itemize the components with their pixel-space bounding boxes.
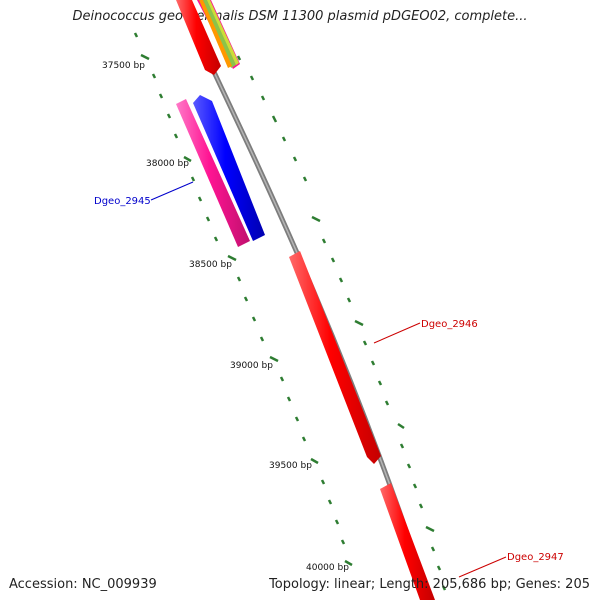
gene-label-dgeo-2947[interactable]: Dgeo_2947: [507, 552, 564, 563]
ruler-tick-39000: 39000 bp: [230, 361, 273, 371]
gene-blue[interactable]: [193, 95, 265, 241]
ruler-labels: 37500 bp 38000 bp 38500 bp 39000 bp 3950…: [102, 61, 349, 573]
ruler-tick-38500: 38500 bp: [189, 260, 232, 270]
gene-top-multicolor-3[interactable]: [199, 0, 232, 68]
ruler-tick-40000: 40000 bp: [306, 563, 349, 573]
ruler-tick-38000: 38000 bp: [146, 159, 189, 169]
outer-ruler: [224, 39, 447, 591]
gene-dgeo-2946[interactable]: [289, 251, 381, 464]
label-line-dgeo-2945: [150, 181, 194, 201]
ruler-tick-37500: 37500 bp: [102, 61, 145, 71]
gene-dgeo-2947[interactable]: [380, 483, 435, 600]
gene-top-red[interactable]: [176, 0, 221, 75]
label-line-dgeo-2946: [373, 322, 421, 344]
gene-dgeo-2945[interactable]: [176, 99, 250, 247]
ruler-tick-39500: 39500 bp: [269, 461, 312, 471]
gene-label-dgeo-2946[interactable]: Dgeo_2946: [421, 319, 478, 330]
gene-label-dgeo-2945[interactable]: Dgeo_2945: [94, 196, 151, 207]
label-line-dgeo-2947: [458, 556, 507, 578]
gene-top-multicolor-2[interactable]: [203, 0, 236, 68]
gene-cluster-top[interactable]: [176, 0, 240, 75]
accession-text: Accession: NC_009939: [9, 577, 157, 592]
inner-ruler: [133, 32, 353, 567]
genome-summary: Topology: linear; Length: 205,686 bp; Ge…: [269, 577, 590, 592]
gene-top-multicolor-4[interactable]: [207, 0, 239, 65]
